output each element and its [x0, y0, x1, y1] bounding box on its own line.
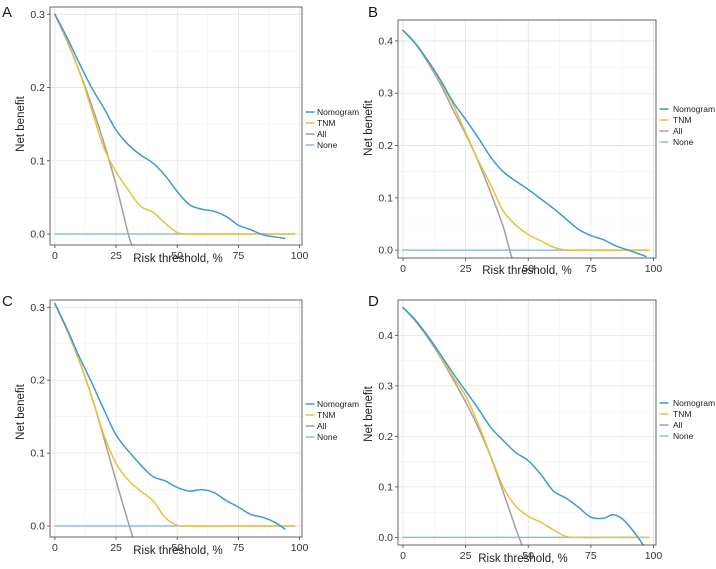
- x-tick-label: 50: [171, 542, 183, 554]
- series-line-nomogram: [402, 306, 645, 546]
- y-tick-label: 0.2: [30, 375, 45, 387]
- x-tick-label: 100: [291, 542, 309, 554]
- legend-label-tnm: TNM: [673, 409, 691, 419]
- y-tick-label: 0.0: [30, 229, 45, 241]
- y-tick-label: 0.0: [378, 532, 393, 544]
- x-tick-label: 0: [52, 542, 58, 554]
- y-tick-label: 0.0: [30, 521, 45, 533]
- panel-label: B: [368, 4, 378, 21]
- legend-label-all: All: [317, 421, 327, 431]
- legend-label-all: All: [673, 420, 683, 430]
- plot-frame: [49, 6, 303, 246]
- panel-label: C: [2, 293, 13, 310]
- legend-label-tnm: TNM: [317, 118, 335, 128]
- y-tick-label: 0.3: [30, 9, 45, 21]
- panel-b: 0 25 50 75 100 0.0 0.1 0.2 0.3 0.4 B Risk thresho…: [363, 4, 715, 277]
- plot-area: 0 25 50 75 100 0.0 0.1 0.2 0.3: [30, 299, 309, 554]
- legend-label-nomogram: Nomogram: [317, 107, 359, 117]
- legend-label-tnm: TNM: [673, 115, 691, 125]
- x-tick-label: 75: [585, 263, 597, 275]
- y-tick-label: 0.2: [378, 431, 393, 443]
- x-tick-label: 50: [522, 263, 534, 275]
- panel-d: 0 25 50 75 100 0.0 0.1 0.2 0.3 0.4 D Risk thresho…: [363, 293, 715, 565]
- legend: Nomogram TNM All None: [659, 104, 715, 147]
- x-tick-label: 25: [110, 542, 122, 554]
- legend-label-none: None: [673, 431, 694, 441]
- x-tick-label: 0: [400, 263, 406, 275]
- series-line-tnm: [54, 13, 296, 235]
- plot-frame: [397, 299, 657, 546]
- panel-c: 0 25 50 75 100 0.0 0.1 0.2 0.3 C Risk threshold,…: [2, 293, 359, 557]
- series-line-tnm: [402, 29, 650, 252]
- legend: Nomogram TNM All None: [659, 398, 715, 441]
- plot-area: 0 25 50 75 100 0.0 0.1 0.2 0.3: [30, 6, 309, 262]
- plot-frame: [49, 299, 303, 538]
- x-tick-label: 75: [233, 250, 245, 262]
- x-tick-label: 100: [645, 550, 663, 562]
- x-axis-title: Risk threshold, %: [482, 265, 571, 277]
- x-axis-title: Risk threshold, %: [133, 253, 222, 265]
- y-tick-label: 0.3: [378, 380, 393, 392]
- plot-area: 0 25 50 75 100 0.0 0.1 0.2 0.3 0.4: [378, 19, 663, 275]
- panel-label: D: [368, 293, 379, 310]
- y-tick-label: 0.4: [378, 330, 393, 342]
- y-tick-label: 0.3: [30, 302, 45, 314]
- y-axis-title: Net benefit: [363, 385, 375, 441]
- legend-label-nomogram: Nomogram: [317, 399, 359, 409]
- legend: Nomogram TNM All None: [305, 399, 359, 442]
- legend-label-nomogram: Nomogram: [673, 104, 715, 114]
- series-line-tnm: [54, 302, 296, 527]
- y-tick-label: 0.0: [378, 245, 393, 257]
- legend-label-none: None: [673, 137, 694, 147]
- plot-area: 0 25 50 75 100 0.0 0.1 0.2 0.3 0.4: [378, 299, 663, 562]
- x-axis-title: Risk threshold, %: [133, 545, 222, 557]
- plot-background: [398, 20, 656, 258]
- x-tick-label: 0: [52, 250, 58, 262]
- y-tick-label: 0.1: [30, 448, 45, 460]
- panel-a: 0 25 50 75 100 0.0 0.1 0.2 0.3 A Risk threshold,…: [2, 4, 359, 265]
- legend: Nomogram TNM All None: [305, 107, 359, 150]
- x-tick-label: 25: [460, 263, 472, 275]
- plot-background: [398, 300, 656, 545]
- x-tick-label: 50: [171, 250, 183, 262]
- series-line-nomogram: [54, 302, 286, 530]
- x-tick-label: 25: [110, 250, 122, 262]
- x-tick-label: 25: [460, 550, 472, 562]
- y-tick-label: 0.1: [30, 155, 45, 167]
- plot-frame: [397, 19, 657, 259]
- x-tick-label: 75: [585, 550, 597, 562]
- y-tick-label: 0.3: [378, 88, 393, 100]
- plot-background: [50, 7, 302, 245]
- y-axis-title: Net benefit: [15, 95, 27, 151]
- y-tick-label: 0.1: [378, 481, 393, 493]
- y-tick-label: 0.1: [378, 192, 393, 204]
- plot-background: [50, 300, 302, 537]
- y-tick-label: 0.2: [30, 82, 45, 94]
- y-tick-label: 0.2: [378, 140, 393, 152]
- y-axis-title: Net benefit: [15, 383, 27, 439]
- series-line-tnm: [402, 306, 650, 539]
- x-tick-label: 100: [645, 263, 663, 275]
- series-line-nomogram: [402, 29, 647, 258]
- y-tick-label: 0.4: [378, 35, 393, 47]
- panel-label: A: [2, 4, 12, 21]
- legend-label-nomogram: Nomogram: [673, 398, 715, 408]
- legend-label-all: All: [673, 126, 683, 136]
- legend-label-none: None: [317, 140, 338, 150]
- x-tick-label: 75: [233, 542, 245, 554]
- x-tick-label: 100: [291, 250, 309, 262]
- legend-label-all: All: [317, 129, 327, 139]
- legend-label-tnm: TNM: [317, 410, 335, 420]
- y-axis-title: Net benefit: [363, 99, 375, 155]
- x-tick-label: 0: [400, 550, 406, 562]
- x-tick-label: 50: [522, 550, 534, 562]
- series-line-nomogram: [54, 13, 286, 240]
- x-axis-title: Risk threshold, %: [478, 553, 567, 565]
- legend-label-none: None: [317, 432, 338, 442]
